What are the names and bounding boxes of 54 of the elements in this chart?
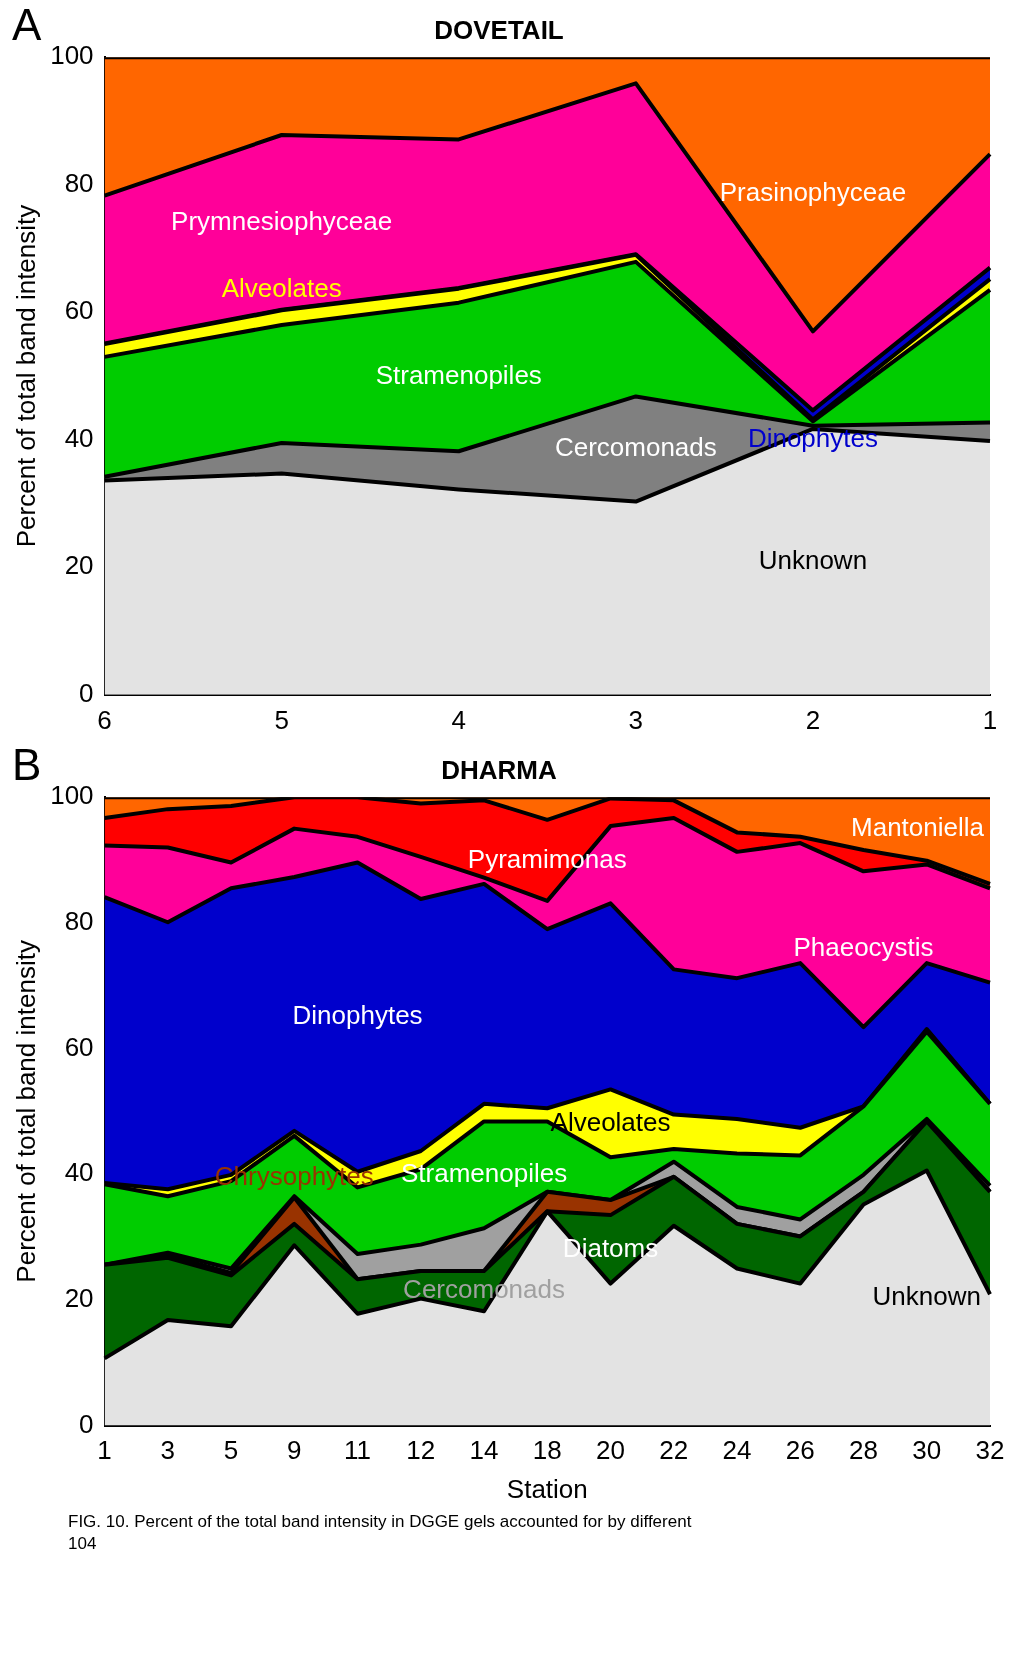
series-label: Alveolates	[550, 1106, 671, 1137]
x-tick-label: 11	[344, 1435, 372, 1466]
x-tick-label: 30	[912, 1435, 942, 1466]
y-tick-label: 0	[79, 1408, 94, 1439]
x-tick-label: 9	[287, 1435, 302, 1466]
series-label: Prasinophyceae	[719, 177, 907, 208]
y-tick-label: 40	[64, 422, 94, 453]
y-tick-label: 20	[64, 550, 94, 581]
x-tick-label: 14	[469, 1435, 499, 1466]
text: A	[12, 0, 42, 50]
x-tick-label: 26	[785, 1435, 815, 1466]
x-tick-label: 20	[596, 1435, 625, 1466]
y-tick-label: 100	[50, 780, 94, 811]
x-tick-label: 2	[805, 704, 821, 735]
series-label: Cercomonads	[554, 432, 717, 463]
series-label: Dinophytes	[292, 1000, 423, 1031]
y-axis-title: Percent of total band intensity	[10, 204, 41, 548]
text: B	[12, 740, 42, 790]
series-label: Stramenopiles	[375, 360, 542, 391]
x-tick-label: 4	[451, 704, 466, 735]
x-tick-label: 24	[722, 1435, 752, 1466]
text: 104	[68, 1534, 98, 1554]
x-tick-label: 32	[975, 1435, 1005, 1466]
x-tick-label: 22	[659, 1435, 689, 1466]
x-tick-label: 1	[97, 1435, 112, 1466]
series-label: Phaeocystis	[793, 932, 934, 963]
y-axis-title: Percent of total band intensity	[10, 940, 41, 1283]
x-tick-label: 3	[628, 704, 644, 735]
x-tick-label: 3	[160, 1435, 176, 1466]
caption: FIG. 10. Percent of the total band intensity in DGGE gels accounted for by different	[68, 1512, 693, 1532]
series-label: Prymnesiophyceae	[171, 205, 393, 236]
x-tick-label: 5	[223, 1435, 239, 1466]
chart-title: DOVETAIL	[434, 14, 564, 45]
series-label: Unknown	[758, 545, 868, 576]
y-tick-label: 60	[64, 1031, 94, 1062]
x-axis-title: Station	[506, 1473, 588, 1504]
x-tick-label: 1	[982, 704, 998, 735]
y-tick-label: 20	[64, 1283, 94, 1314]
y-tick-label: 40	[64, 1157, 94, 1188]
chart-title: DHARMA	[441, 754, 557, 785]
series-label: Mantoniella	[851, 812, 985, 843]
series-label: Alveolates	[221, 273, 342, 304]
series-label: Unknown	[872, 1281, 981, 1312]
series-label: Stramenopiles	[400, 1158, 568, 1189]
x-tick-label: 18	[532, 1435, 562, 1466]
x-tick-label: 28	[849, 1435, 878, 1466]
y-tick-label: 60	[64, 295, 94, 326]
x-tick-label: 5	[274, 704, 289, 735]
x-tick-label: 6	[97, 704, 112, 735]
y-tick-label: 100	[50, 40, 94, 71]
y-tick-label: 80	[64, 167, 94, 198]
y-tick-label: 80	[64, 906, 94, 937]
x-tick-label: 12	[406, 1435, 436, 1466]
y-tick-label: 0	[79, 677, 94, 708]
